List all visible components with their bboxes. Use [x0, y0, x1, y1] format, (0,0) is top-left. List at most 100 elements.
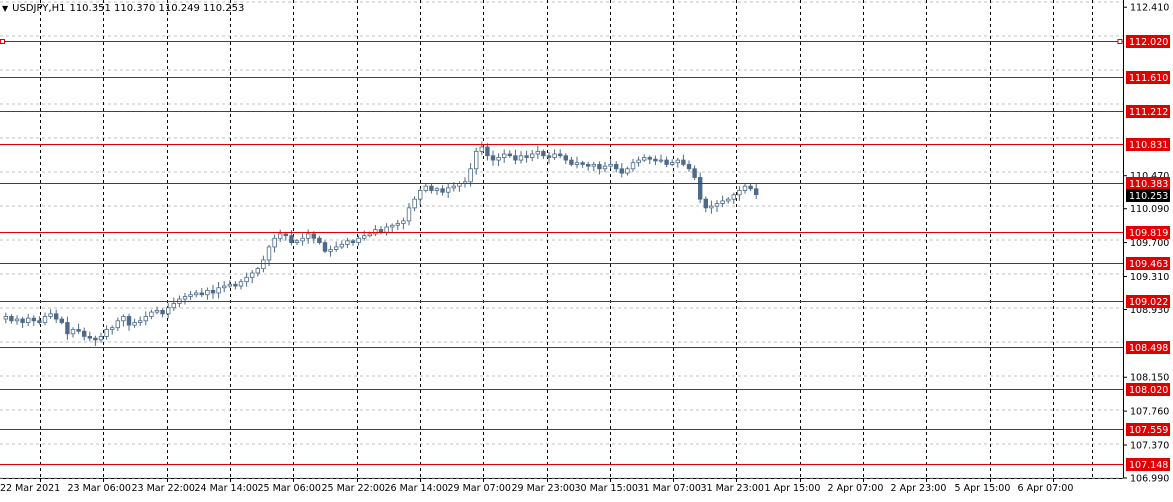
- candle: [692, 168, 697, 178]
- y-tick-label: 109.700: [1130, 238, 1169, 249]
- candle: [367, 233, 372, 237]
- candle: [619, 168, 624, 174]
- level-tag-label: 107.559: [1129, 425, 1168, 436]
- x-tick-label: 31 Mar 07:00: [638, 483, 701, 494]
- candle: [149, 311, 154, 317]
- candle: [703, 198, 708, 209]
- level-tag: [1126, 35, 1170, 48]
- candle: [737, 190, 742, 196]
- candle: [726, 198, 731, 202]
- candle: [300, 237, 305, 242]
- candle: [473, 151, 479, 170]
- candle: [681, 159, 686, 165]
- candle: [31, 317, 36, 322]
- candle: [249, 272, 255, 278]
- x-tick-label: 24 Mar 14:00: [195, 483, 258, 494]
- candle: [518, 155, 524, 161]
- candle: [154, 309, 160, 313]
- candle: [524, 155, 529, 158]
- symbol-label: USDJPY,H1: [12, 3, 66, 14]
- dropdown-triangle-icon[interactable]: ▼: [2, 4, 9, 13]
- y-tick-label: 106.990: [1130, 474, 1169, 485]
- candle: [182, 296, 188, 300]
- candle: [305, 233, 311, 239]
- candle: [670, 162, 675, 165]
- x-tick-label: 25 Mar 22:00: [322, 483, 385, 494]
- candle: [199, 292, 204, 296]
- candle: [468, 168, 473, 183]
- x-tick-label: 31 Mar 23:00: [701, 483, 764, 494]
- candle: [165, 307, 171, 315]
- candle: [143, 316, 148, 322]
- candle: [171, 303, 176, 309]
- candle: [188, 294, 193, 297]
- candle: [266, 246, 272, 261]
- x-tick-label: 23 Mar 22:00: [132, 483, 195, 494]
- candle: [76, 329, 81, 332]
- candle: [574, 162, 580, 165]
- candle: [373, 229, 378, 235]
- candle: [434, 188, 440, 191]
- candle: [59, 318, 64, 323]
- candle: [675, 159, 680, 164]
- x-tick-label: 23 Mar 06:00: [68, 483, 131, 494]
- candle: [417, 190, 423, 200]
- level-tag: [1126, 458, 1170, 471]
- candle: [451, 185, 456, 189]
- candle: [283, 233, 288, 237]
- candle: [395, 223, 400, 226]
- candle: [630, 162, 636, 170]
- candle: [507, 153, 512, 157]
- candle: [642, 157, 647, 161]
- candle: [361, 235, 367, 239]
- level-tag: [1126, 295, 1170, 308]
- level-tag-label: 109.463: [1129, 259, 1168, 270]
- candle: [65, 322, 70, 335]
- current-price-label: 110.253: [1129, 191, 1168, 202]
- candle: [311, 233, 316, 239]
- candle: [272, 237, 277, 248]
- candle: [216, 287, 221, 294]
- level-tag: [1126, 383, 1170, 396]
- candle: [121, 316, 126, 322]
- candle: [244, 276, 249, 283]
- candle: [401, 220, 406, 224]
- level-tag: [1126, 257, 1170, 270]
- candle: [513, 155, 518, 161]
- candle: [37, 320, 42, 323]
- candle: [653, 158, 658, 162]
- candle: [412, 198, 417, 209]
- x-tick-label: 30 Mar 15:00: [575, 483, 638, 494]
- candle: [748, 185, 753, 190]
- y-tick-label: 107.370: [1130, 440, 1169, 451]
- candle: [546, 155, 552, 158]
- x-tick-label: 22 Mar 2021: [0, 483, 60, 494]
- candle: [126, 316, 132, 326]
- candle: [87, 336, 92, 339]
- candle: [104, 329, 109, 337]
- candle: [731, 194, 736, 200]
- x-tick-label: 29 Mar 23:00: [512, 483, 575, 494]
- x-tick-label: 25 Mar 06:00: [258, 483, 321, 494]
- level-tag-label: 108.020: [1129, 385, 1168, 396]
- level-tag: [1126, 138, 1170, 151]
- candle: [20, 318, 25, 323]
- candle: [294, 240, 300, 244]
- candle: [333, 246, 339, 250]
- candle: [625, 168, 630, 174]
- y-tick-label: 108.150: [1130, 373, 1169, 384]
- candle: [552, 153, 557, 158]
- candle: [742, 185, 748, 191]
- candle: [647, 157, 652, 160]
- candle: [115, 320, 120, 329]
- candle: [389, 224, 395, 228]
- level-tag-label: 111.212: [1129, 107, 1168, 118]
- candle: [698, 177, 703, 200]
- candle: [490, 155, 496, 161]
- level-handle-left: [0, 39, 5, 44]
- x-tick-label: 2 Apr 23:00: [891, 483, 947, 494]
- y-tick-label: 112.410: [1130, 3, 1169, 14]
- candle: [709, 205, 714, 209]
